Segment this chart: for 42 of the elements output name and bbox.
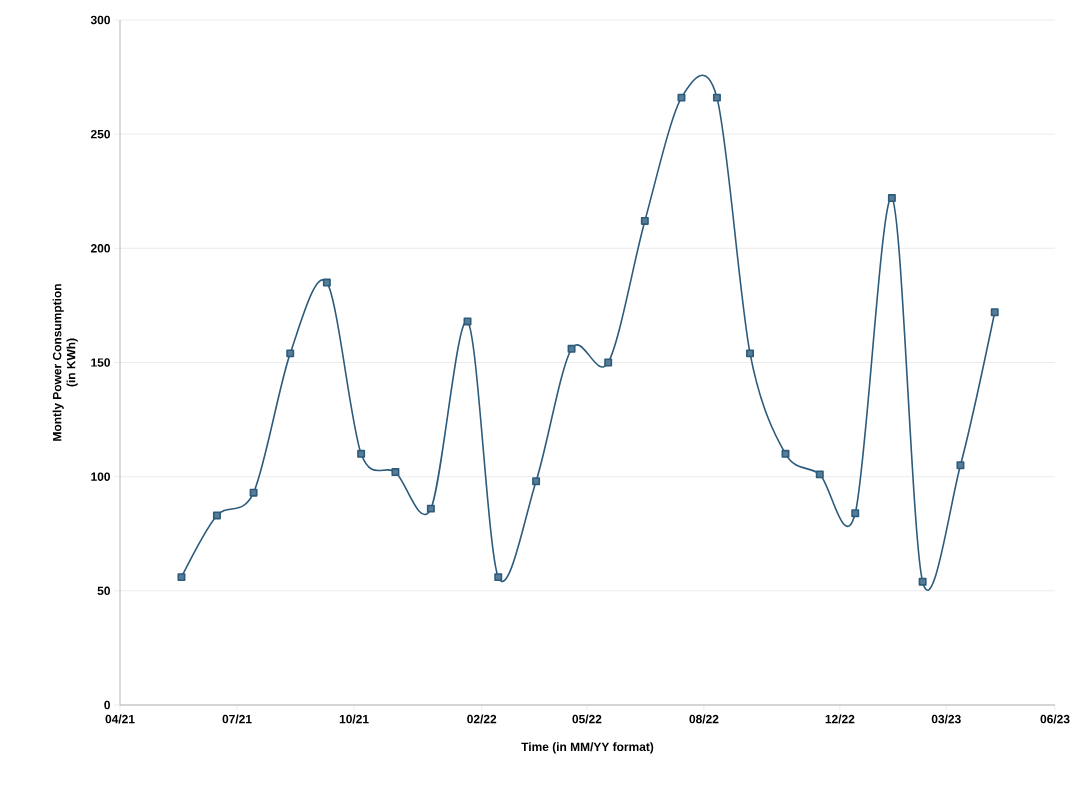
point: [746, 349, 755, 358]
y-tick-label: 50: [97, 586, 110, 596]
x-tick-label: 06/23: [1040, 714, 1070, 724]
x-tick-label: 07/21: [222, 714, 252, 724]
point: [956, 461, 965, 470]
point: [815, 470, 824, 479]
point: [212, 511, 221, 520]
point: [463, 317, 472, 326]
point: [712, 93, 721, 102]
point: [177, 573, 186, 582]
point: [426, 504, 435, 513]
point: [322, 278, 331, 287]
point: [887, 194, 896, 203]
y-tick-label: 0: [104, 700, 110, 710]
y-tick-label: 200: [90, 244, 110, 253]
point: [677, 93, 686, 102]
x-tick-label: 02/22: [467, 714, 497, 724]
point: [532, 477, 541, 486]
point: [391, 468, 400, 477]
point: [357, 449, 366, 458]
point: [494, 573, 503, 582]
x-tick-label: 12/22: [825, 714, 855, 724]
point: [990, 308, 999, 317]
point: [286, 349, 295, 358]
y-tick-label: 250: [90, 129, 110, 139]
point: [249, 488, 258, 497]
x-tick-label: 04/21: [105, 714, 135, 724]
y-tick-label: 100: [91, 472, 110, 481]
point: [604, 358, 613, 367]
point: [918, 577, 927, 586]
point: [567, 344, 576, 353]
x-tick-label: 03/23: [931, 714, 961, 724]
y-axis-title: Montly Power Consumption (in KWh): [52, 284, 78, 441]
x-tick-label: 05/22: [572, 714, 602, 724]
point: [640, 216, 649, 225]
y-tick-label: 300: [90, 15, 110, 25]
x-axis-title: Time (in MM/YY format): [521, 742, 654, 754]
point: [851, 509, 860, 518]
point: [781, 449, 790, 458]
y-tick-label: 150: [91, 358, 110, 367]
x-tick-label: 08/22: [689, 714, 719, 724]
x-tick-label: 10/21: [339, 714, 369, 724]
